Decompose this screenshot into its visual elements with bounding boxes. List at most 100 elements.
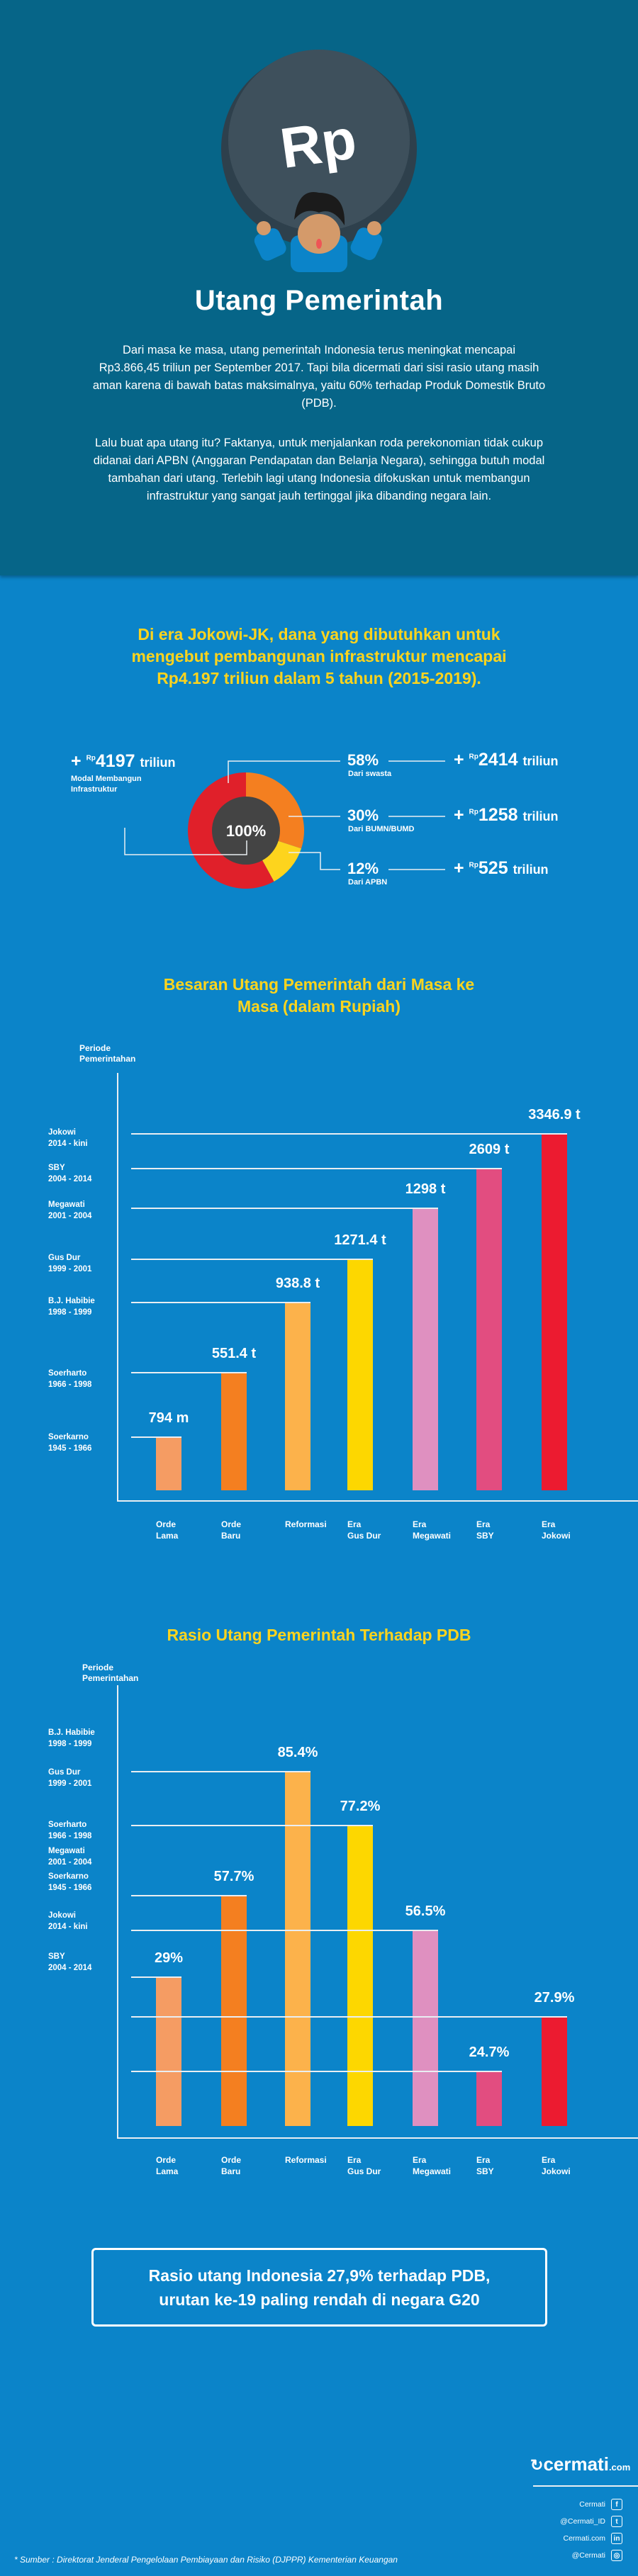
reference-line xyxy=(131,1976,181,1978)
period-label: Jokowi 2014 - kini xyxy=(48,1127,116,1149)
bar-value-label: 77.2% xyxy=(340,1799,381,1814)
social-link[interactable]: Cermati f xyxy=(579,2499,622,2510)
connector-line-total xyxy=(124,828,247,855)
total-value: 4197 xyxy=(95,751,135,771)
chart2-yaxis-title: Periode Pemerintahan xyxy=(82,1663,139,1683)
chart1-title-text: Besaran Utang Pemerintah dari Masa ke Ma… xyxy=(163,975,475,1016)
social-link[interactable]: Cermati.com in xyxy=(563,2533,622,2544)
period-years: 2014 - kini xyxy=(48,1140,88,1148)
chart1-title: Besaran Utang Pemerintah dari Masa ke Ma… xyxy=(0,974,638,1018)
period-name: Soerharto xyxy=(48,1369,87,1378)
period-label: Gus Dur 1999 - 2001 xyxy=(48,1767,116,1789)
period-years: 2001 - 2004 xyxy=(48,1858,92,1867)
x-axis-label-line: Lama xyxy=(156,2166,179,2176)
bar-value-label: 57.7% xyxy=(213,1869,254,1884)
x-axis-label: Orde Lama xyxy=(156,2154,213,2177)
social-link[interactable]: @Cermati ◎ xyxy=(572,2550,622,2561)
bar-value-label: 1298 t xyxy=(405,1181,446,1197)
x-axis-label-line: Era xyxy=(476,2155,491,2165)
bar-value-label: 29% xyxy=(154,1950,184,1966)
period-label: Soerharto 1966 - 1998 xyxy=(48,1368,116,1390)
source-note: * Sumber : Direktorat Jenderal Pengelola… xyxy=(14,2555,398,2565)
total-caption: Modal Membangun Infrastruktur xyxy=(71,775,142,794)
period-years: 2004 - 2014 xyxy=(48,1175,92,1183)
brand-suffix: .com xyxy=(608,2462,631,2473)
period-name: SBY xyxy=(48,1952,65,1961)
bar-value-label: 2609 t xyxy=(469,1142,510,1157)
instagram-icon: ◎ xyxy=(611,2550,622,2561)
x-axis-label-line: SBY xyxy=(476,2166,494,2176)
bar-value-label: 551.4 t xyxy=(211,1346,257,1361)
bar-value-label: 85.4% xyxy=(277,1745,318,1760)
x-axis-label: Orde Baru xyxy=(221,2154,278,2177)
slice-label: Dari APBN xyxy=(348,878,388,887)
bar-orde-baru xyxy=(221,1373,247,1490)
bar-era-gus-dur xyxy=(347,1826,373,2126)
x-axis-label-line: Orde xyxy=(221,2155,242,2165)
period-name: Gus Dur xyxy=(48,1768,81,1777)
period-years: 1998 - 1999 xyxy=(48,1740,92,1748)
period-name: Megawati xyxy=(48,1200,85,1209)
x-axis-label: Era Jokowi xyxy=(542,2154,598,2177)
currency-label: Rp xyxy=(86,754,96,763)
slice-amount: + Rp525 triliun xyxy=(454,858,549,878)
period-label: Soerkarno 1945 - 1966 xyxy=(48,1432,116,1454)
cermati-logo[interactable]: ↻cermati.com xyxy=(530,2453,630,2475)
x-axis-label: Era Gus Dur xyxy=(347,1519,404,1541)
bar-value-label: 3346.9 t xyxy=(528,1107,581,1123)
bar-era-sby xyxy=(476,1169,502,1490)
total-unit: triliun xyxy=(140,755,176,770)
callout-text: Rasio utang Indonesia 27,9% terhadap PDB… xyxy=(148,2266,491,2309)
period-name: Jokowi xyxy=(48,1911,76,1920)
bar-orde-baru xyxy=(221,1896,247,2126)
period-years: 1999 - 2001 xyxy=(48,1265,92,1273)
social-link[interactable]: @Cermati_ID t xyxy=(560,2516,622,2527)
slice-amount: + Rp1258 triliun xyxy=(454,805,559,825)
x-axis-label-line: Jokowi xyxy=(542,1531,571,1541)
slice-amount: + Rp2414 triliun xyxy=(454,750,559,770)
slice-label: Dari BUMN/BUMD xyxy=(348,825,415,833)
period-years: 1945 - 1966 xyxy=(48,1884,92,1892)
x-axis-label: Era SBY xyxy=(476,1519,533,1541)
x-axis-label-line: Gus Dur xyxy=(347,2166,381,2176)
reference-line xyxy=(131,2016,567,2018)
bar-reformasi xyxy=(285,1303,310,1490)
x-axis-label-line: Era xyxy=(347,2155,362,2165)
period-label: B.J. Habibie 1998 - 1999 xyxy=(48,1295,116,1318)
intro-paragraph: Lalu buat apa utang itu? Faktanya, untuk… xyxy=(93,437,545,502)
connector-line-swasta xyxy=(228,760,340,783)
x-axis-label-line: Era xyxy=(476,1519,491,1529)
x-axis-label: Era Gus Dur xyxy=(347,2154,404,2177)
x-axis-label-line: Lama xyxy=(156,1531,179,1541)
x-axis-label-line: Orde xyxy=(156,1519,177,1529)
bar-era-jokowi xyxy=(542,1134,567,1490)
x-axis-label-line: Baru xyxy=(221,2166,241,2176)
period-name: SBY xyxy=(48,1164,65,1172)
total-amount: + Rp4197 triliun xyxy=(71,751,175,772)
bar-era-gus-dur xyxy=(347,1259,373,1490)
bar-reformasi xyxy=(285,1772,310,2126)
period-name: B.J. Habibie xyxy=(48,1728,95,1737)
x-axis-label-line: Orde xyxy=(221,1519,242,1529)
x-axis-label-line: Era xyxy=(542,1519,556,1529)
period-name: B.J. Habibie xyxy=(48,1297,95,1305)
x-axis-label: Reformasi xyxy=(285,2154,342,2166)
chart1-yaxis-title: Periode Pemerintahan xyxy=(79,1043,136,1064)
reference-line xyxy=(131,1895,247,1896)
slice-percent: 58% xyxy=(347,751,379,769)
bar-era-megawati xyxy=(413,1208,438,1490)
period-years: 2001 - 2004 xyxy=(48,1212,92,1220)
bar-value-label: 56.5% xyxy=(405,1903,446,1919)
x-axis-label-line: Era xyxy=(413,2155,427,2165)
x-axis-label: Era Megawati xyxy=(413,2154,469,2177)
social-label: Cermati xyxy=(579,2500,605,2509)
intro-paragraph: Dari masa ke masa, utang pemerintah Indo… xyxy=(92,344,546,410)
reference-line xyxy=(131,1133,567,1135)
period-years: 2014 - kini xyxy=(48,1923,88,1931)
bar-value-label: 938.8 t xyxy=(275,1276,320,1291)
period-name: Soerharto xyxy=(48,1821,87,1829)
period-name: Soerkarno xyxy=(48,1433,89,1441)
chart1-x-axis xyxy=(117,1500,638,1502)
period-years: 1945 - 1966 xyxy=(48,1444,92,1453)
donut-center-label: 100% xyxy=(226,822,266,840)
